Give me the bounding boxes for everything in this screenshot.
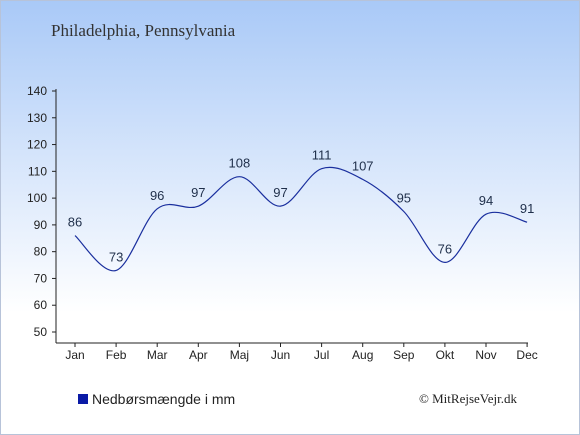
series-group — [74, 166, 528, 272]
data-label: 108 — [229, 156, 251, 171]
data-label: 86 — [68, 215, 82, 230]
series-line — [74, 166, 528, 272]
x-tick-label: Nov — [475, 348, 496, 362]
x-tick-label: Sep — [393, 348, 415, 362]
legend: Nedbørsmængde i mm — [78, 391, 235, 407]
x-tick-label: Okt — [436, 348, 455, 362]
y-tick-label: 60 — [34, 298, 48, 312]
data-label: 95 — [397, 191, 411, 206]
x-tick-label: Jan — [65, 348, 84, 362]
legend-label: Nedbørsmængde i mm — [92, 391, 236, 407]
chart-title: Philadelphia, Pennsylvania — [51, 21, 236, 40]
y-tick-label: 80 — [34, 245, 48, 259]
x-tick-label: Aug — [352, 348, 373, 362]
y-tick-label: 100 — [27, 191, 47, 205]
y-tick-label: 70 — [34, 271, 48, 285]
x-tick-label: Apr — [189, 348, 208, 362]
data-label: 97 — [273, 185, 287, 200]
legend-swatch — [78, 394, 88, 404]
y-tick-label: 120 — [27, 138, 47, 152]
y-tick-label: 90 — [34, 218, 48, 232]
x-tick-label: Dec — [516, 348, 537, 362]
y-tick-label: 50 — [34, 325, 48, 339]
y-tick-label: 130 — [27, 111, 47, 125]
y-tick-label: 110 — [28, 164, 47, 178]
data-label: 111 — [312, 148, 332, 163]
axes — [55, 89, 528, 344]
data-label: 96 — [150, 188, 164, 203]
x-tick-label: Jul — [314, 348, 329, 362]
data-label: 73 — [109, 249, 123, 264]
credit-text: © MitRejseVejr.dk — [419, 391, 517, 406]
x-tick-label: Mar — [147, 348, 168, 362]
data-label: 91 — [520, 201, 534, 216]
data-labels: 86 73 96 97 108 97 111 107 95 76 94 91 — [68, 148, 535, 265]
x-tick-label: Maj — [230, 348, 249, 362]
data-label: 76 — [438, 241, 452, 256]
data-label: 94 — [479, 193, 493, 208]
data-label: 107 — [352, 158, 374, 173]
y-tick-label: 140 — [27, 84, 47, 98]
y-axis-ticks: 50 60 70 80 90 100 110 120 130 140 — [27, 84, 56, 339]
x-tick-label: Feb — [106, 348, 127, 362]
x-tick-label: Jun — [271, 348, 290, 362]
x-axis-ticks: Jan Feb Mar Apr Maj Jun Jul Aug Sep Okt Nov Dec — [65, 343, 538, 362]
data-label: 97 — [191, 185, 205, 200]
